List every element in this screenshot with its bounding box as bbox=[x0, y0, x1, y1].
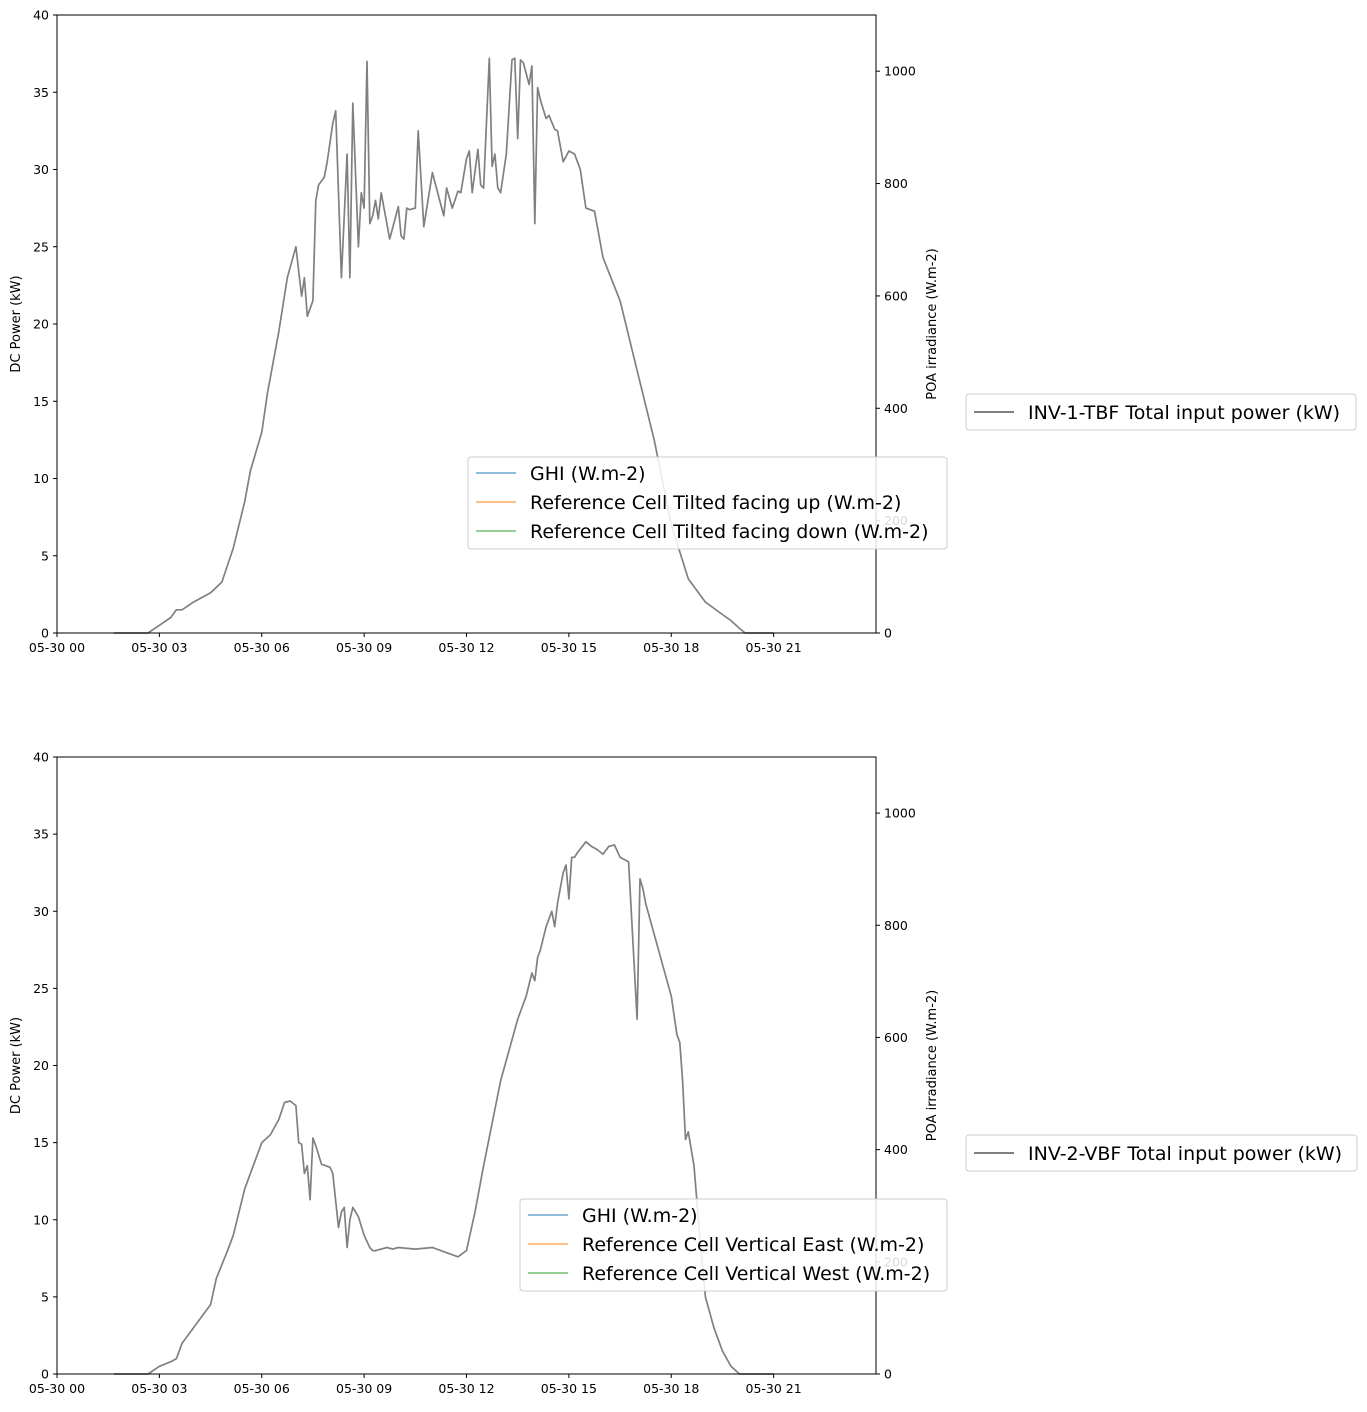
x-tick-label: 05-30 15 bbox=[541, 1381, 597, 1396]
y2-axis-label: POA irradiance (W.m-2) bbox=[925, 248, 940, 400]
y-tick-label: 10 bbox=[33, 1212, 49, 1227]
chart-inv-2-vbf: 05-30 00 05-30 03 05-30 06 05-30 09 05-30 12… bbox=[9, 750, 1358, 1396]
legend-entry: Reference Cell Vertical West (W.m-2) bbox=[582, 1263, 930, 1285]
y-tick-label: 30 bbox=[33, 904, 49, 919]
y2-tick-label: 1000 bbox=[884, 64, 916, 79]
y2-tick-label: 600 bbox=[884, 288, 908, 303]
y2-tick-label: 600 bbox=[884, 1030, 908, 1045]
legend-entry: GHI (W.m-2) bbox=[530, 463, 646, 485]
y-axis-label: DC Power (kW) bbox=[9, 1017, 24, 1114]
irradiance-legend bbox=[519, 1198, 948, 1292]
y-tick-label: 15 bbox=[33, 1135, 49, 1150]
x-tick-label: 05-30 15 bbox=[541, 640, 597, 655]
y-tick-label: 25 bbox=[33, 239, 49, 254]
x-tick-label: 05-30 03 bbox=[131, 640, 187, 655]
x-tick-label: 05-30 06 bbox=[234, 1381, 290, 1396]
irradiance-legend bbox=[467, 456, 948, 550]
y-tick-label: 25 bbox=[33, 981, 49, 996]
legend-entry: Reference Cell Tilted facing up (W.m-2) bbox=[530, 492, 901, 514]
y-tick-label: 20 bbox=[33, 1058, 49, 1073]
x-tick-label: 05-30 21 bbox=[746, 1381, 802, 1396]
y2-tick-label: 400 bbox=[884, 401, 908, 416]
y-tick-label: 20 bbox=[33, 317, 49, 332]
y-tick-label: 40 bbox=[33, 750, 49, 765]
x-tick-label: 05-30 00 bbox=[29, 640, 85, 655]
y2-tick-label: 0 bbox=[884, 626, 892, 641]
y-tick-label: 0 bbox=[41, 1367, 49, 1382]
y-axis-label: DC Power (kW) bbox=[9, 275, 24, 372]
power-series-line bbox=[113, 840, 774, 1375]
y2-tick-label: 1000 bbox=[884, 806, 916, 821]
y2-tick-label: 800 bbox=[884, 918, 908, 933]
power-legend bbox=[965, 393, 1357, 431]
y-tick-label: 15 bbox=[33, 394, 49, 409]
legend-entry: GHI (W.m-2) bbox=[582, 1205, 698, 1227]
x-tick-label: 05-30 18 bbox=[643, 640, 699, 655]
x-tick-label: 05-30 00 bbox=[29, 1381, 85, 1396]
power-legend bbox=[965, 1134, 1358, 1172]
y-tick-label: 10 bbox=[33, 471, 49, 486]
x-tick-label: 05-30 06 bbox=[234, 640, 290, 655]
y-tick-label: 35 bbox=[33, 85, 49, 100]
y-tick-label: 30 bbox=[33, 162, 49, 177]
legend-entry: INV-1-TBF Total input power (kW) bbox=[1028, 402, 1340, 424]
x-tick-label: 05-30 09 bbox=[336, 1381, 392, 1396]
x-tick-label: 05-30 09 bbox=[336, 640, 392, 655]
x-tick-label: 05-30 12 bbox=[438, 640, 494, 655]
chart-inv-1-tbf: 05-30 00 05-30 03 05-30 06 05-30 09 05-30 12… bbox=[9, 8, 1357, 655]
y-tick-label: 5 bbox=[41, 1289, 49, 1304]
y-tick-label: 40 bbox=[33, 8, 49, 23]
y-tick-label: 5 bbox=[41, 548, 49, 563]
legend-entry: Reference Cell Tilted facing down (W.m-2… bbox=[530, 521, 929, 543]
x-tick-label: 05-30 03 bbox=[131, 1381, 187, 1396]
legend-entry: Reference Cell Vertical East (W.m-2) bbox=[582, 1234, 924, 1256]
y2-axis-label: POA irradiance (W.m-2) bbox=[925, 990, 940, 1142]
legend-entry: INV-2-VBF Total input power (kW) bbox=[1028, 1143, 1342, 1165]
power-series-line bbox=[113, 57, 774, 634]
y2-tick-label: 400 bbox=[884, 1142, 908, 1157]
x-tick-label: 05-30 12 bbox=[438, 1381, 494, 1396]
y2-tick-label: 0 bbox=[884, 1367, 892, 1382]
y-tick-label: 35 bbox=[33, 827, 49, 842]
x-tick-label: 05-30 21 bbox=[746, 640, 802, 655]
y2-tick-label: 800 bbox=[884, 176, 908, 191]
y-tick-label: 0 bbox=[41, 626, 49, 641]
x-tick-label: 05-30 18 bbox=[643, 1381, 699, 1396]
